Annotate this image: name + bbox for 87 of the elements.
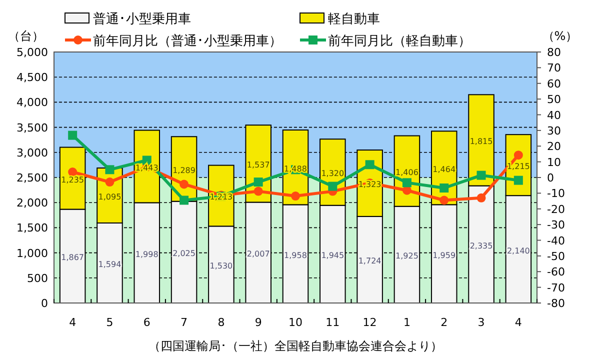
y-tick-label: 0 <box>41 297 48 310</box>
x-tick-label: 5 <box>106 316 114 329</box>
data-label: 2,140 <box>506 246 530 256</box>
data-label: 2,335 <box>470 241 493 250</box>
point <box>440 196 449 205</box>
legend-label: 普通･小型乗用車 <box>93 11 191 27</box>
data-label: 1,537 <box>246 160 270 170</box>
data-label: 1,594 <box>98 260 122 269</box>
y2-axis-title: （%） <box>542 29 578 43</box>
y-tick-label: 4,500 <box>16 71 48 84</box>
y2-tick-label: 40 <box>547 108 561 122</box>
x-tick-label: 8 <box>218 316 225 329</box>
point <box>180 196 189 205</box>
x-tick-label: 9 <box>254 316 262 329</box>
point <box>254 178 263 187</box>
legend-label: 軽自動車 <box>328 12 380 27</box>
data-label: 1,925 <box>396 252 418 261</box>
data-label: 1,235 <box>61 175 84 184</box>
point <box>514 176 523 185</box>
point <box>254 186 263 196</box>
y2-tick-label: -80 <box>547 297 565 310</box>
data-label: 1,406 <box>396 168 418 178</box>
x-tick-label: 11 <box>326 316 340 329</box>
y-tick-label: 500 <box>27 272 48 285</box>
y-tick-label: 3,000 <box>16 146 48 160</box>
point <box>402 178 412 188</box>
data-label: 1,289 <box>172 166 196 175</box>
y2-tick-label: 10 <box>547 156 561 169</box>
point <box>328 182 338 191</box>
y-axis-title: （台） <box>8 29 44 43</box>
data-label: 1,959 <box>432 250 456 260</box>
x-tick-label: 4 <box>514 316 522 329</box>
y2-tick-label: 0 <box>547 172 554 184</box>
x-tick-label: 2 <box>440 316 448 329</box>
x-tick-label: 6 <box>143 316 150 329</box>
y2-tick-label: 70 <box>547 62 561 75</box>
data-label: 1,530 <box>210 262 233 271</box>
data-label: 1,945 <box>321 251 344 260</box>
y2-tick-label: -30 <box>547 218 565 232</box>
point <box>180 180 189 189</box>
x-tick-label: 10 <box>288 316 302 329</box>
point <box>365 160 374 170</box>
data-label: 1,464 <box>432 164 456 174</box>
legend-label: 前年同月比（普通･小型乗用車） <box>93 33 282 49</box>
x-tick-label: 3 <box>478 316 485 329</box>
point <box>514 150 523 160</box>
data-label: 1,815 <box>470 137 493 146</box>
y2-tick-label: -70 <box>547 281 565 294</box>
y2-tick-label: 80 <box>547 46 561 59</box>
point <box>440 184 449 193</box>
y-tick-label: 3,500 <box>16 121 48 134</box>
y-tick-label: 5,000 <box>16 46 48 59</box>
point <box>291 192 300 201</box>
legend-label: 前年同月比（軽自動車） <box>328 34 471 49</box>
data-label: 1,867 <box>61 253 84 262</box>
x-tick-label: 1 <box>403 316 410 329</box>
y2-tick-label: -40 <box>547 234 565 248</box>
data-label: 1,320 <box>321 169 344 178</box>
y2-tick-label: -60 <box>547 266 565 279</box>
y2-tick-label: 20 <box>547 140 561 154</box>
y2-tick-label: 30 <box>547 124 561 138</box>
point <box>476 170 486 180</box>
y2-tick-label: 50 <box>547 93 561 106</box>
point <box>105 178 114 187</box>
y2-tick-label: -50 <box>547 250 565 263</box>
text: （四国運輸局･（一社）全国軽自動車協会連合会より） <box>148 339 442 353</box>
x-tick-label: 7 <box>180 316 188 329</box>
point <box>105 165 114 174</box>
data-label: 2,025 <box>172 249 196 258</box>
y2-tick-label: 60 <box>547 77 561 90</box>
y-tick-label: 1,500 <box>16 222 48 235</box>
y-tick-label: 4,000 <box>16 96 48 110</box>
y2-tick-label: -20 <box>547 202 565 216</box>
x-tick-label: 12 <box>362 316 377 329</box>
point <box>68 130 78 140</box>
data-label: 2,007 <box>246 250 270 259</box>
y2-tick-label: -10 <box>547 187 565 200</box>
y-tick-label: 2,000 <box>16 196 48 210</box>
point <box>68 168 78 177</box>
data-label: 1,958 <box>284 250 307 260</box>
data-label: 1,095 <box>98 192 122 202</box>
y-tick-label: 2,500 <box>16 172 48 184</box>
point <box>476 193 486 202</box>
data-label: 1,724 <box>358 256 382 266</box>
x-tick-label: 4 <box>69 316 76 329</box>
y-tick-label: 1,000 <box>16 246 48 260</box>
data-label: 1,998 <box>135 250 158 259</box>
